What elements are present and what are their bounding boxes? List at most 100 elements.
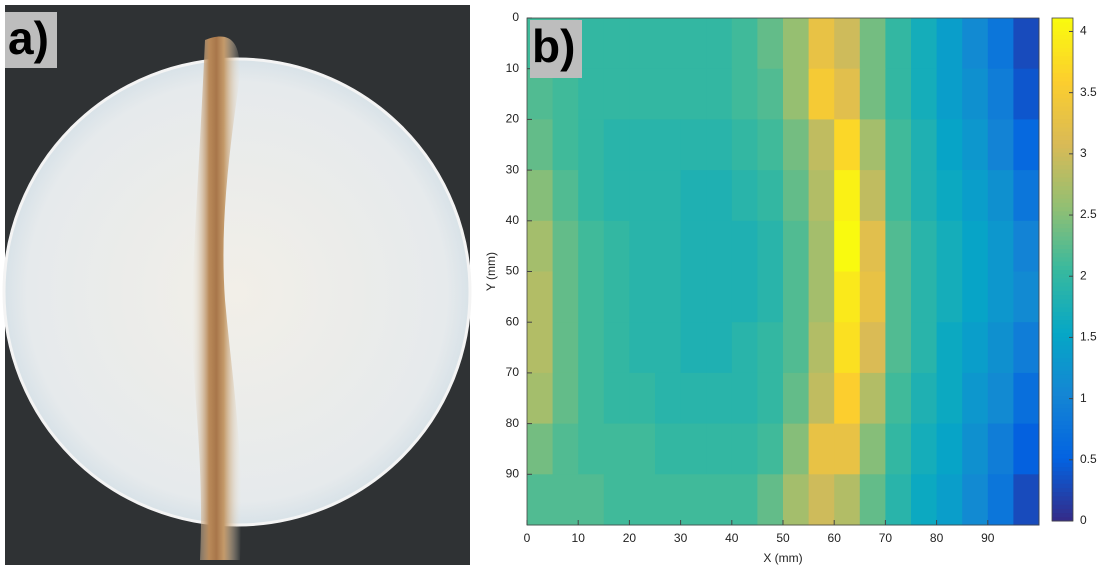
heatmap-cell [731,372,758,425]
heatmap-cell [911,372,938,425]
heatmap-cell [1013,271,1040,323]
heatmap-cell [962,423,989,475]
colorbar-step [1052,64,1073,69]
heatmap-cell [552,423,579,475]
heatmap-cell [885,474,912,526]
heatmap-cell [783,119,810,171]
x-tick-label: 90 [981,531,995,545]
colorbar-step [1052,34,1073,40]
heatmap-cell [578,372,605,425]
colorbar-step [1052,38,1073,44]
heatmap-cell [834,322,861,374]
heatmap-cell [911,170,938,222]
colorbar-step [1052,240,1073,245]
colorbar-tick-label: 3.5 [1080,85,1097,99]
heatmap-cell [629,372,656,425]
heatmap-cell [731,68,758,120]
x-tick-label: 80 [930,531,944,545]
heatmap-cell [680,423,707,475]
colorbar-step [1052,328,1073,333]
colorbar-step [1052,487,1073,493]
x-tick-label: 70 [879,531,893,545]
colorbar-step [1052,504,1073,509]
heatmap-cell [757,423,784,475]
colorbar-tick-label: 3 [1080,146,1087,160]
colorbar-step [1052,22,1073,27]
colorbar-step [1052,147,1073,153]
colorbar-step [1052,441,1073,447]
heatmap-cell [629,322,656,374]
colorbar-step [1052,181,1073,187]
colorbar-step [1052,198,1073,203]
heatmap-cell [706,322,733,374]
colorbar-step [1052,357,1073,363]
heatmap-cell [757,271,784,323]
colorbar-step [1052,323,1073,329]
heatmap-cell [629,119,656,171]
colorbar-step [1052,340,1073,346]
colorbar-step [1052,202,1073,208]
heatmap-cell [859,423,886,475]
heatmap-cell [783,271,810,323]
heatmap-cell [885,372,912,425]
heatmap-cell [962,119,989,171]
heatmap-cell [987,119,1014,171]
colorbar-step [1052,420,1073,426]
heatmap-cell [552,220,579,272]
colorbar-step [1052,227,1073,233]
colorbar-step [1052,18,1073,23]
colorbar-step [1052,361,1073,367]
heatmap-cell [731,271,758,323]
colorbar-step [1052,189,1073,195]
heatmap-cell [680,372,707,425]
colorbar-step [1052,93,1073,99]
heatmap-cell [987,220,1014,272]
heatmap-cell [680,170,707,222]
heatmap-cell [578,170,605,222]
y-tick-label: 30 [506,162,520,176]
heatmap-cell [706,423,733,475]
heatmap-cell [655,322,682,374]
heatmap-cell [834,170,861,222]
colorbar-frame [1051,17,1074,522]
heatmap-cell [731,322,758,374]
heatmap-cell [578,271,605,323]
y-tick-label: 90 [506,466,520,480]
heatmap-cell [655,474,682,526]
heatmap-cell [936,170,963,222]
heatmap-cell [731,119,758,171]
heatmap-cell [731,18,758,70]
heatmap-cell [757,474,784,526]
colorbar-step [1052,508,1073,514]
heatmap-cell [783,423,810,475]
colorbar-step [1052,256,1073,262]
heatmap-cell [885,271,912,323]
y-tick-label: 60 [506,314,520,328]
heatmap-cell [859,271,886,323]
heatmap-cell [629,423,656,475]
colorbar-step [1052,303,1073,308]
colorbar-step [1052,378,1073,384]
colorbar-step [1052,458,1073,463]
heatmap-cell [885,423,912,475]
heatmap-cell [987,271,1014,323]
x-tick-label: 0 [524,531,531,545]
heatmap-cell [885,68,912,120]
heatmap-cell [834,423,861,475]
label-box [5,12,57,68]
colorbar-step [1052,516,1073,522]
colorbar-step [1052,332,1073,338]
colorbar-step [1052,97,1073,103]
heatmap-cell [808,423,835,475]
heatmap-cell [936,474,963,526]
heatmap-cell [911,474,938,526]
heatmap-cell [1013,68,1040,120]
colorbar-step [1052,173,1073,178]
heatmap-cell [1013,220,1040,272]
colorbar-step [1052,85,1073,90]
heatmap-cell [706,119,733,171]
colorbar-step [1052,43,1073,48]
colorbar-tick-label: 1 [1080,391,1087,405]
heatmap-cell [859,18,886,70]
colorbar-step [1052,453,1073,459]
